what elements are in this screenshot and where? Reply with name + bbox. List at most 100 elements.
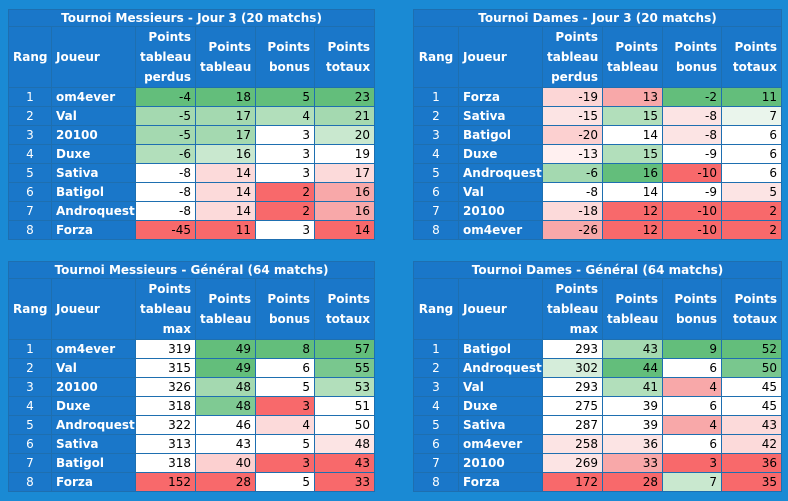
header-lost-points[interactable]: Points tableau perdus	[135, 26, 196, 88]
table-row: 3 Batigol -20 14 -8 6	[413, 125, 783, 145]
player-cell[interactable]: Forza	[458, 87, 543, 107]
total-points-cell: 21	[313, 106, 376, 126]
board-points-cell: 14	[195, 163, 256, 183]
header-bonus-points[interactable]: Points bonus	[255, 26, 315, 88]
total-points-cell: 2	[720, 220, 783, 240]
player-cell[interactable]: om4ever	[51, 339, 136, 359]
rank-cell: 1	[8, 339, 52, 359]
header-board-points[interactable]: Points tableau	[602, 278, 663, 340]
lost-points-cell: -6	[542, 163, 603, 183]
player-cell[interactable]: Androquest	[458, 358, 543, 378]
header-max-points[interactable]: Points tableau max	[542, 278, 603, 340]
max-points-cell: 319	[135, 339, 196, 359]
header-player[interactable]: Joueur	[458, 278, 543, 340]
rank-cell: 6	[8, 434, 52, 454]
board-points-cell: 18	[195, 87, 256, 107]
bonus-points-cell: 6	[255, 358, 315, 378]
header-board-points[interactable]: Points tableau	[195, 278, 256, 340]
player-cell[interactable]: 20100	[51, 377, 136, 397]
bonus-points-cell: -2	[662, 87, 722, 107]
table-row: 5 Sativa 287 39 4 43	[413, 415, 783, 435]
player-cell[interactable]: Batigol	[51, 182, 136, 202]
total-points-cell: 7	[720, 106, 783, 126]
total-points-cell: 35	[720, 472, 783, 492]
header-rank[interactable]: Rang	[413, 26, 459, 88]
player-cell[interactable]: Forza	[458, 472, 543, 492]
lost-points-cell: -13	[542, 144, 603, 164]
header-total-points[interactable]: Points totaux	[313, 26, 376, 88]
player-cell[interactable]: Forza	[51, 220, 136, 240]
header-lost-points[interactable]: Points tableau perdus	[542, 26, 603, 88]
lost-points-cell: -8	[135, 201, 196, 221]
table-title: Tournoi Dames - Jour 3 (20 matchs)	[412, 9, 783, 27]
player-cell[interactable]: Batigol	[458, 339, 543, 359]
max-points-cell: 172	[542, 472, 603, 492]
header-total-points[interactable]: Points totaux	[720, 278, 783, 340]
header-total-points[interactable]: Points totaux	[313, 278, 376, 340]
total-points-cell: 45	[720, 396, 783, 416]
player-cell[interactable]: Val	[51, 358, 136, 378]
player-cell[interactable]: Sativa	[51, 434, 136, 454]
header-rank[interactable]: Rang	[413, 278, 459, 340]
rank-cell: 5	[8, 163, 52, 183]
lost-points-cell: -5	[135, 106, 196, 126]
lost-points-cell: -6	[135, 144, 196, 164]
total-points-cell: 50	[313, 415, 376, 435]
bonus-points-cell: -8	[662, 106, 722, 126]
header-player[interactable]: Joueur	[51, 278, 136, 340]
player-cell[interactable]: Sativa	[458, 415, 543, 435]
header-player[interactable]: Joueur	[458, 26, 543, 88]
bonus-points-cell: 3	[255, 125, 315, 145]
total-points-cell: 33	[313, 472, 376, 492]
bonus-points-cell: -8	[662, 125, 722, 145]
bonus-points-cell: 3	[255, 144, 315, 164]
header-board-points[interactable]: Points tableau	[195, 26, 256, 88]
header-total-points[interactable]: Points totaux	[720, 26, 783, 88]
table-row: 2 Val -5 17 4 21	[8, 106, 376, 126]
header-player[interactable]: Joueur	[51, 26, 136, 88]
player-cell[interactable]: Androquest	[51, 415, 136, 435]
header-bonus-points[interactable]: Points bonus	[255, 278, 315, 340]
total-points-cell: 45	[720, 377, 783, 397]
player-cell[interactable]: Val	[51, 106, 136, 126]
max-points-cell: 152	[135, 472, 196, 492]
player-cell[interactable]: Androquest	[458, 163, 543, 183]
player-cell[interactable]: 20100	[51, 125, 136, 145]
header-board-points[interactable]: Points tableau	[602, 26, 663, 88]
player-cell[interactable]: 20100	[458, 201, 543, 221]
bonus-points-cell: 4	[255, 415, 315, 435]
player-cell[interactable]: om4ever	[458, 220, 543, 240]
rank-cell: 3	[8, 377, 52, 397]
total-points-cell: 43	[720, 415, 783, 435]
header-max-points[interactable]: Points tableau max	[135, 278, 196, 340]
player-cell[interactable]: om4ever	[51, 87, 136, 107]
header-bonus-points[interactable]: Points bonus	[662, 278, 722, 340]
player-cell[interactable]: Batigol	[458, 125, 543, 145]
player-cell[interactable]: Forza	[51, 472, 136, 492]
player-cell[interactable]: Duxe	[51, 396, 136, 416]
board-points-cell: 14	[602, 125, 663, 145]
header-rank[interactable]: Rang	[8, 26, 52, 88]
table-row: 5 Sativa -8 14 3 17	[8, 163, 376, 183]
player-cell[interactable]: Batigol	[51, 453, 136, 473]
player-cell[interactable]: Val	[458, 377, 543, 397]
rank-cell: 5	[8, 415, 52, 435]
player-cell[interactable]: Duxe	[458, 144, 543, 164]
total-points-cell: 14	[313, 220, 376, 240]
player-cell[interactable]: Sativa	[458, 106, 543, 126]
table-row: 5 Androquest 322 46 4 50	[8, 415, 376, 435]
header-rank[interactable]: Rang	[8, 278, 52, 340]
player-cell[interactable]: om4ever	[458, 434, 543, 454]
player-cell[interactable]: 20100	[458, 453, 543, 473]
bonus-points-cell: 5	[255, 87, 315, 107]
table-title: Tournoi Messieurs - Général (64 matchs)	[7, 261, 376, 279]
header-bonus-points[interactable]: Points bonus	[662, 26, 722, 88]
bonus-points-cell: 3	[255, 453, 315, 473]
player-cell[interactable]: Androquest	[51, 201, 136, 221]
board-points-cell: 36	[602, 434, 663, 454]
player-cell[interactable]: Val	[458, 182, 543, 202]
player-cell[interactable]: Sativa	[51, 163, 136, 183]
total-points-cell: 52	[720, 339, 783, 359]
player-cell[interactable]: Duxe	[51, 144, 136, 164]
player-cell[interactable]: Duxe	[458, 396, 543, 416]
